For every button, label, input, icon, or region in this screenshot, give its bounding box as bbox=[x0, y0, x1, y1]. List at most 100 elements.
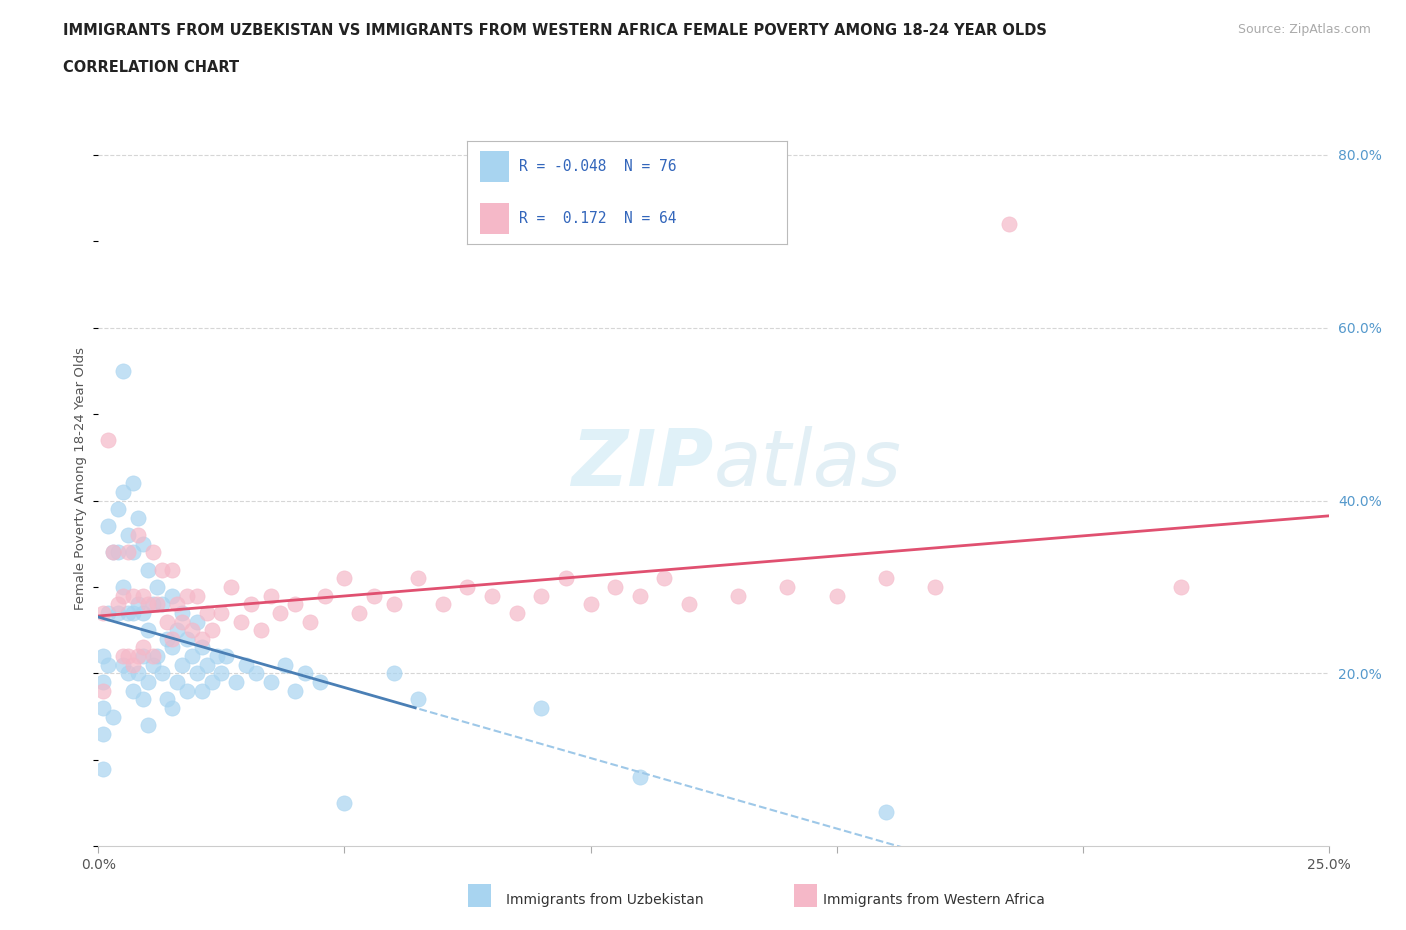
Text: R =  0.172  N = 64: R = 0.172 N = 64 bbox=[519, 210, 676, 226]
Point bbox=[112, 364, 135, 379]
Point bbox=[166, 674, 188, 689]
Bar bbox=[481, 203, 509, 233]
Point bbox=[195, 605, 218, 620]
Point bbox=[678, 597, 700, 612]
Point bbox=[628, 588, 651, 603]
Point bbox=[156, 614, 179, 629]
Point bbox=[122, 476, 145, 491]
Point bbox=[132, 588, 155, 603]
Point bbox=[333, 796, 356, 811]
Point bbox=[146, 579, 169, 594]
Point bbox=[201, 674, 224, 689]
Point bbox=[156, 692, 179, 707]
Point bbox=[181, 623, 204, 638]
Point bbox=[294, 666, 316, 681]
Point bbox=[112, 649, 135, 664]
Point bbox=[122, 658, 145, 672]
Point bbox=[408, 692, 430, 707]
Point bbox=[191, 640, 214, 655]
Point bbox=[284, 597, 307, 612]
Point bbox=[166, 597, 188, 612]
Point bbox=[481, 588, 503, 603]
Point bbox=[107, 597, 129, 612]
Point bbox=[107, 605, 129, 620]
Point bbox=[579, 597, 602, 612]
Point bbox=[284, 684, 307, 698]
Point bbox=[654, 571, 676, 586]
Bar bbox=[481, 152, 509, 182]
Point bbox=[205, 649, 228, 664]
Point bbox=[211, 666, 233, 681]
Point bbox=[408, 571, 430, 586]
Point bbox=[112, 658, 135, 672]
Point bbox=[162, 640, 183, 655]
Text: CORRELATION CHART: CORRELATION CHART bbox=[63, 60, 239, 75]
Point bbox=[221, 579, 243, 594]
Point bbox=[186, 666, 208, 681]
Point bbox=[93, 700, 115, 715]
Point bbox=[456, 579, 478, 594]
Point bbox=[225, 674, 247, 689]
Point bbox=[127, 666, 149, 681]
Point bbox=[97, 432, 120, 447]
Point bbox=[132, 537, 155, 551]
Text: IMMIGRANTS FROM UZBEKISTAN VS IMMIGRANTS FROM WESTERN AFRICA FEMALE POVERTY AMON: IMMIGRANTS FROM UZBEKISTAN VS IMMIGRANTS… bbox=[63, 23, 1047, 38]
Point bbox=[191, 631, 214, 646]
Point bbox=[998, 217, 1021, 232]
Point bbox=[93, 684, 115, 698]
Text: atlas: atlas bbox=[714, 426, 901, 502]
Point bbox=[239, 597, 263, 612]
Point bbox=[142, 658, 165, 672]
Point bbox=[530, 588, 553, 603]
Point bbox=[191, 684, 214, 698]
Point bbox=[162, 588, 183, 603]
Point bbox=[195, 658, 218, 672]
Point bbox=[176, 588, 198, 603]
Point bbox=[127, 597, 149, 612]
Point bbox=[103, 545, 125, 560]
Point bbox=[176, 631, 198, 646]
Point bbox=[117, 545, 139, 560]
Text: R = -0.048  N = 76: R = -0.048 N = 76 bbox=[519, 159, 676, 174]
Point bbox=[146, 649, 169, 664]
Point bbox=[333, 571, 356, 586]
Point bbox=[93, 674, 115, 689]
Point bbox=[93, 726, 115, 741]
Point bbox=[605, 579, 627, 594]
Point bbox=[93, 761, 115, 776]
Point bbox=[136, 623, 159, 638]
Point bbox=[235, 658, 257, 672]
Point bbox=[382, 666, 405, 681]
Point bbox=[186, 588, 208, 603]
Point bbox=[432, 597, 454, 612]
Point bbox=[382, 597, 405, 612]
Point bbox=[136, 674, 159, 689]
Point bbox=[132, 605, 155, 620]
Point bbox=[274, 658, 297, 672]
Point bbox=[117, 527, 139, 542]
Point bbox=[117, 649, 139, 664]
Point bbox=[215, 649, 238, 664]
Point bbox=[97, 658, 120, 672]
Point bbox=[176, 684, 198, 698]
Point bbox=[628, 770, 651, 785]
Point bbox=[1170, 579, 1192, 594]
Point bbox=[250, 623, 273, 638]
Point bbox=[136, 563, 159, 578]
Point bbox=[103, 545, 125, 560]
Point bbox=[172, 614, 194, 629]
Point bbox=[132, 649, 155, 664]
Point bbox=[127, 511, 149, 525]
Point bbox=[162, 563, 183, 578]
Point bbox=[107, 545, 129, 560]
Point bbox=[127, 527, 149, 542]
Point bbox=[122, 588, 145, 603]
Point bbox=[117, 666, 139, 681]
Point bbox=[93, 649, 115, 664]
Point bbox=[97, 605, 120, 620]
Point bbox=[122, 605, 145, 620]
Point bbox=[117, 605, 139, 620]
Point bbox=[132, 692, 155, 707]
Y-axis label: Female Poverty Among 18-24 Year Olds: Female Poverty Among 18-24 Year Olds bbox=[73, 348, 87, 610]
Point bbox=[142, 649, 165, 664]
